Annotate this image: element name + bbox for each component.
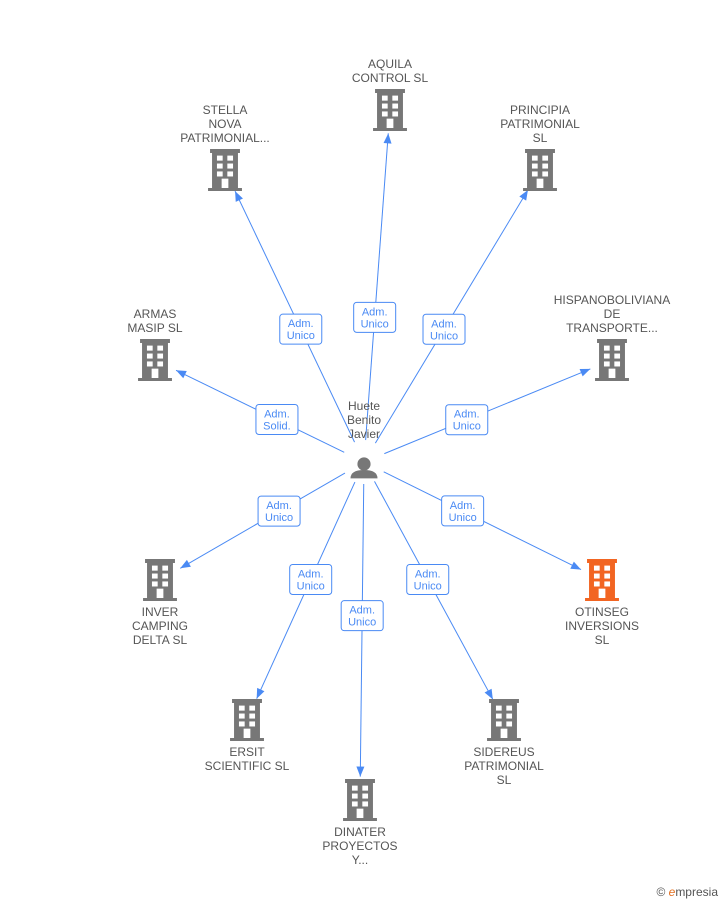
- copyright-symbol: ©: [656, 885, 665, 899]
- edge-label-text: Adm.: [264, 409, 290, 421]
- node-label-ersit: ERSITSCIENTIFIC SL: [205, 745, 290, 773]
- building-icon-stella[interactable]: [208, 149, 242, 191]
- edge-label-text: Unico: [348, 617, 376, 629]
- building-icon-hispano[interactable]: [595, 339, 629, 381]
- svg-text:Y...: Y...: [352, 853, 368, 867]
- node-label-armas: ARMASMASIP SL: [127, 307, 182, 335]
- svg-text:SL: SL: [533, 131, 548, 145]
- edges-layer: [176, 133, 590, 776]
- svg-text:AQUILA: AQUILA: [368, 57, 412, 71]
- svg-text:Huete: Huete: [348, 399, 380, 413]
- svg-text:Benito: Benito: [347, 413, 381, 427]
- edge-label-text: Unico: [287, 330, 315, 342]
- svg-text:DELTA SL: DELTA SL: [133, 633, 188, 647]
- edge-label-text: Adm.: [266, 500, 292, 512]
- building-icon-sidereus[interactable]: [487, 699, 521, 741]
- svg-text:NOVA: NOVA: [208, 117, 241, 131]
- edge-label-text: Unico: [449, 512, 477, 524]
- edge-label-text: Unico: [265, 512, 293, 524]
- edge-label-text: Adm.: [298, 569, 324, 581]
- building-icon-ersit[interactable]: [230, 699, 264, 741]
- edge-label-text: Adm.: [362, 306, 388, 318]
- svg-text:PATRIMONIAL: PATRIMONIAL: [464, 759, 544, 773]
- arrowhead-stella: [235, 191, 243, 202]
- center-label: HueteBenitoJavier: [347, 399, 381, 441]
- brand-rest: mpresia: [675, 885, 718, 899]
- svg-text:MASIP SL: MASIP SL: [127, 321, 182, 335]
- edge-label-text: Adm.: [454, 409, 480, 421]
- svg-text:ERSIT: ERSIT: [229, 745, 265, 759]
- svg-text:SIDEREUS: SIDEREUS: [473, 745, 534, 759]
- arrowhead-hispano: [580, 369, 591, 377]
- svg-text:SCIENTIFIC SL: SCIENTIFIC SL: [205, 759, 290, 773]
- building-icon-inver[interactable]: [143, 559, 177, 601]
- node-label-sidereus: SIDEREUSPATRIMONIALSL: [464, 745, 544, 787]
- svg-text:PATRIMONIAL: PATRIMONIAL: [500, 117, 580, 131]
- arrowhead-sidereus: [485, 689, 493, 700]
- svg-text:PATRIMONIAL...: PATRIMONIAL...: [180, 131, 270, 145]
- building-icon-otinseg[interactable]: [585, 559, 619, 601]
- edge-label-text: Adm.: [288, 318, 314, 330]
- node-label-otinseg: OTINSEGINVERSIONSSL: [565, 605, 639, 647]
- footer-credit: © empresia: [656, 885, 718, 899]
- svg-text:CONTROL SL: CONTROL SL: [352, 71, 429, 85]
- building-icon-dinater[interactable]: [343, 779, 377, 821]
- svg-text:HISPANOBOLIVIANA: HISPANOBOLIVIANA: [554, 293, 670, 307]
- svg-text:TRANSPORTE...: TRANSPORTE...: [566, 321, 658, 335]
- edge-label-text: Adm.: [431, 318, 457, 330]
- svg-text:ARMAS: ARMAS: [134, 307, 177, 321]
- arrowhead-principia: [519, 190, 528, 201]
- svg-text:SL: SL: [497, 773, 512, 787]
- svg-text:CAMPING: CAMPING: [132, 619, 188, 633]
- node-label-principia: PRINCIPIAPATRIMONIALSL: [500, 103, 580, 145]
- arrowhead-inver: [180, 560, 191, 568]
- person-icon: [351, 457, 378, 478]
- svg-text:PROYECTOS: PROYECTOS: [322, 839, 397, 853]
- edge-label-text: Unico: [430, 330, 458, 342]
- svg-text:PRINCIPIA: PRINCIPIA: [510, 103, 570, 117]
- svg-text:OTINSEG: OTINSEG: [575, 605, 629, 619]
- arrowhead-aquila: [384, 133, 392, 143]
- svg-text:STELLA: STELLA: [203, 103, 248, 117]
- svg-text:DE: DE: [604, 307, 621, 321]
- arrowhead-ersit: [257, 688, 265, 699]
- node-label-inver: INVERCAMPINGDELTA SL: [132, 605, 188, 647]
- svg-text:DINATER: DINATER: [334, 825, 386, 839]
- edge-label-text: Solid.: [263, 421, 291, 433]
- edge-label-text: Adm.: [349, 605, 375, 617]
- node-label-hispano: HISPANOBOLIVIANADETRANSPORTE...: [554, 293, 670, 335]
- building-icon-aquila[interactable]: [373, 89, 407, 131]
- node-label-stella: STELLANOVAPATRIMONIAL...: [180, 103, 270, 145]
- edge-label-text: Unico: [297, 581, 325, 593]
- edge-label-text: Unico: [414, 580, 442, 592]
- edge-label-text: Unico: [361, 318, 389, 330]
- node-label-dinater: DINATERPROYECTOSY...: [322, 825, 397, 867]
- svg-text:Javier: Javier: [348, 427, 380, 441]
- building-icon-principia[interactable]: [523, 149, 557, 191]
- edge-label-text: Adm.: [450, 500, 476, 512]
- arrowhead-armas: [176, 370, 187, 378]
- arrowhead-dinater: [356, 767, 364, 777]
- node-label-aquila: AQUILACONTROL SL: [352, 57, 429, 85]
- building-icon-armas[interactable]: [138, 339, 172, 381]
- edge-label-text: Adm.: [415, 568, 441, 580]
- arrowhead-otinseg: [570, 562, 581, 570]
- svg-text:SL: SL: [595, 633, 610, 647]
- svg-text:INVERSIONS: INVERSIONS: [565, 619, 639, 633]
- edge-aquila: [366, 133, 389, 440]
- svg-text:INVER: INVER: [142, 605, 179, 619]
- edge-label-text: Unico: [453, 421, 481, 433]
- network-diagram: Adm.UnicoAdm.UnicoAdm.UnicoAdm.UnicoAdm.…: [0, 0, 728, 905]
